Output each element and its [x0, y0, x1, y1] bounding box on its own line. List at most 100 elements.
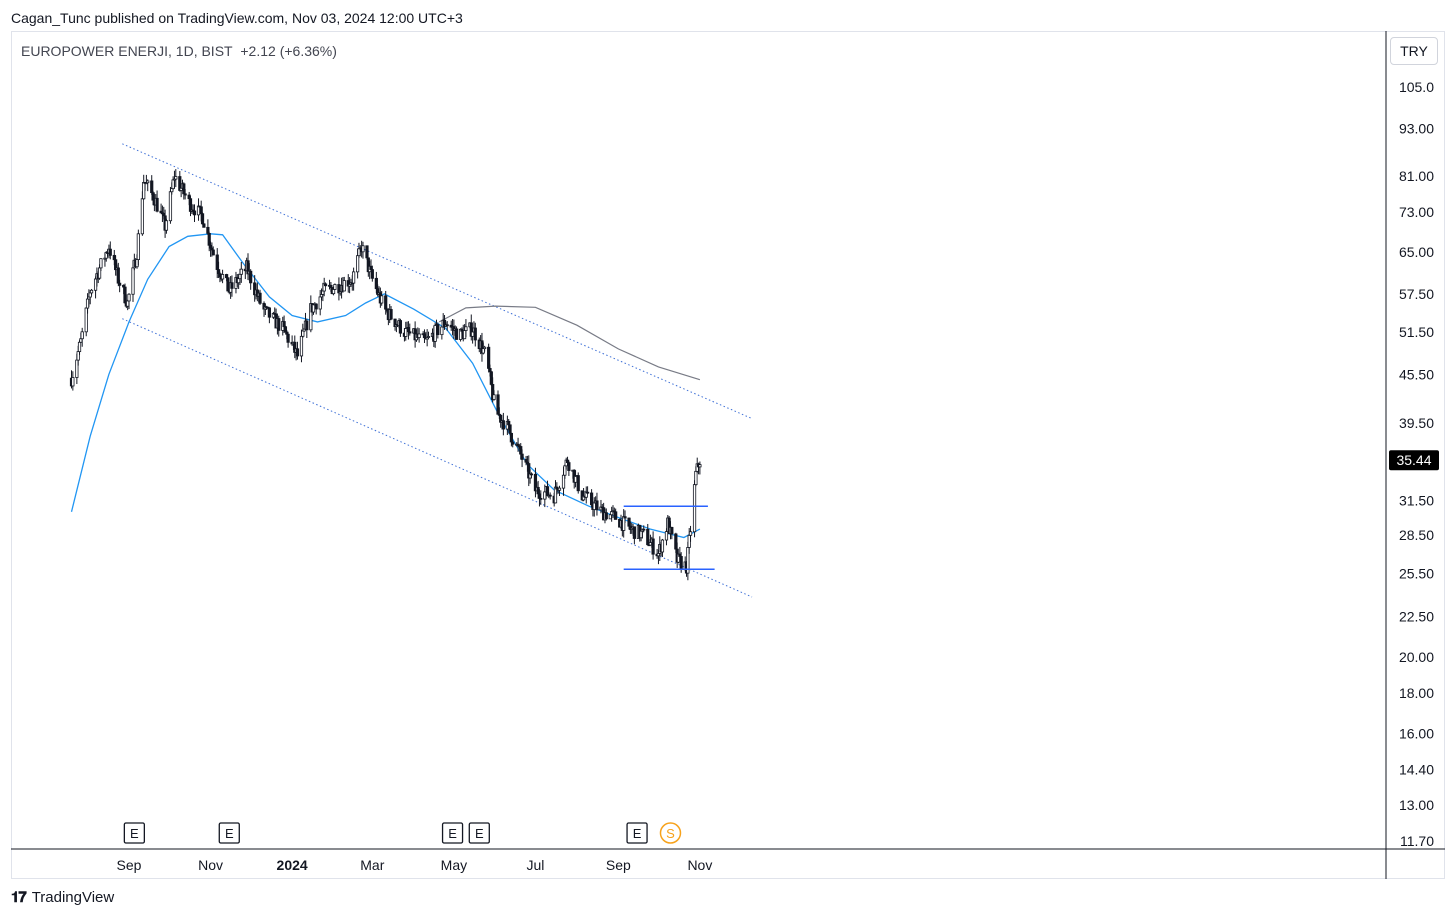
- time-tick-label: Sep: [606, 857, 631, 873]
- candle: [567, 460, 571, 476]
- candle: [342, 276, 346, 292]
- candle-body: [454, 328, 459, 340]
- candle: [426, 331, 431, 340]
- candle-body: [230, 282, 234, 289]
- earnings-event-marker[interactable]: E: [441, 822, 464, 844]
- candle: [642, 525, 646, 533]
- earnings-badge-box: [626, 822, 648, 844]
- candle: [314, 303, 318, 315]
- price-tick-label: 11.70: [1400, 833, 1434, 849]
- candle-body: [632, 526, 636, 539]
- chart-frame: [11, 31, 1445, 879]
- symbol-legend: EUROPOWER ENERJI, 1D, BIST +2.12 (+6.36%…: [21, 43, 337, 59]
- candle-body: [226, 277, 230, 292]
- candle-body: [286, 333, 290, 343]
- candle-body: [211, 249, 215, 256]
- candle-body: [333, 284, 337, 290]
- candle-body: [389, 309, 393, 320]
- candle: [71, 371, 75, 391]
- candle-body: [592, 502, 596, 510]
- candle: [623, 510, 627, 523]
- price-tick-label: 81.00: [1399, 168, 1434, 184]
- candle: [127, 293, 131, 309]
- price-tick-label: 28.50: [1399, 527, 1434, 543]
- earnings-event-marker[interactable]: E: [626, 822, 648, 844]
- channel-lines: [122, 143, 753, 598]
- candle: [108, 241, 112, 260]
- candle-body: [404, 328, 408, 337]
- candle: [164, 218, 169, 234]
- candle-body: [445, 324, 449, 327]
- candle-body: [440, 326, 444, 336]
- price-tick-label: 105.0: [1399, 79, 1434, 95]
- candle-body: [108, 248, 112, 256]
- candle: [192, 204, 197, 222]
- candle: [183, 189, 187, 200]
- candle-body: [80, 331, 84, 340]
- candle: [557, 485, 562, 497]
- candle-body: [192, 210, 197, 216]
- currency-button[interactable]: TRY: [1390, 37, 1438, 65]
- candle-body: [507, 420, 511, 426]
- candle: [692, 480, 697, 538]
- candle-body: [670, 526, 674, 535]
- candle: [146, 179, 150, 192]
- candle-body: [508, 424, 512, 434]
- channel-lower-line: [122, 318, 753, 598]
- candle-body: [585, 491, 590, 494]
- candle-body: [417, 333, 421, 338]
- candle-body: [384, 295, 388, 310]
- candle: [211, 246, 215, 256]
- candle: [548, 492, 552, 500]
- candle-body: [623, 516, 627, 519]
- candle: [501, 412, 505, 436]
- earnings-badge-label: E: [225, 826, 234, 841]
- candle-body: [501, 420, 505, 430]
- earnings-event-marker[interactable]: E: [218, 822, 240, 844]
- candle-body: [342, 280, 346, 292]
- candle: [220, 269, 225, 284]
- split-badge-circle: [659, 822, 682, 844]
- candle: [267, 307, 271, 324]
- price-tick-label: 73.00: [1399, 204, 1434, 220]
- candle-body: [77, 341, 82, 353]
- candle: [670, 526, 674, 540]
- candle-body: [314, 303, 318, 310]
- candle-body: [127, 293, 131, 302]
- candle-body: [398, 320, 403, 334]
- ma-200-line: [438, 305, 701, 381]
- candle-body: [539, 497, 543, 500]
- time-tick-label: Nov: [198, 857, 223, 873]
- earnings-event-marker[interactable]: E: [468, 822, 490, 844]
- candle: [408, 323, 412, 336]
- earnings-badge-label: E: [448, 826, 457, 841]
- earnings-event-marker[interactable]: E: [123, 822, 145, 844]
- candle-body: [651, 538, 655, 555]
- candle-body: [511, 441, 515, 445]
- candle: [295, 341, 300, 360]
- earnings-badge-label: E: [475, 826, 484, 841]
- candle: [614, 508, 618, 520]
- price-tick-label: 14.40: [1399, 762, 1434, 778]
- candle: [89, 288, 94, 296]
- price-tick-label: 18.00: [1399, 685, 1434, 701]
- candle-body: [698, 464, 702, 468]
- candle: [389, 306, 393, 321]
- candle-body: [164, 220, 169, 231]
- price-tick-label: 39.50: [1399, 415, 1434, 431]
- time-tick-label: Mar: [360, 857, 384, 873]
- split-event-marker[interactable]: S: [659, 822, 682, 844]
- candle-body: [249, 270, 253, 284]
- candle-body: [305, 320, 309, 331]
- price-tick-label: 57.50: [1399, 286, 1434, 302]
- candle: [511, 440, 515, 448]
- earnings-badge-box: [441, 822, 464, 844]
- time-tick-label: May: [441, 857, 467, 873]
- last-price-tag: 35.44: [1389, 450, 1439, 471]
- candle-body: [140, 198, 144, 235]
- candle-body: [408, 331, 412, 334]
- candle-body: [483, 346, 487, 350]
- candle: [230, 275, 234, 297]
- candle-body: [331, 289, 336, 295]
